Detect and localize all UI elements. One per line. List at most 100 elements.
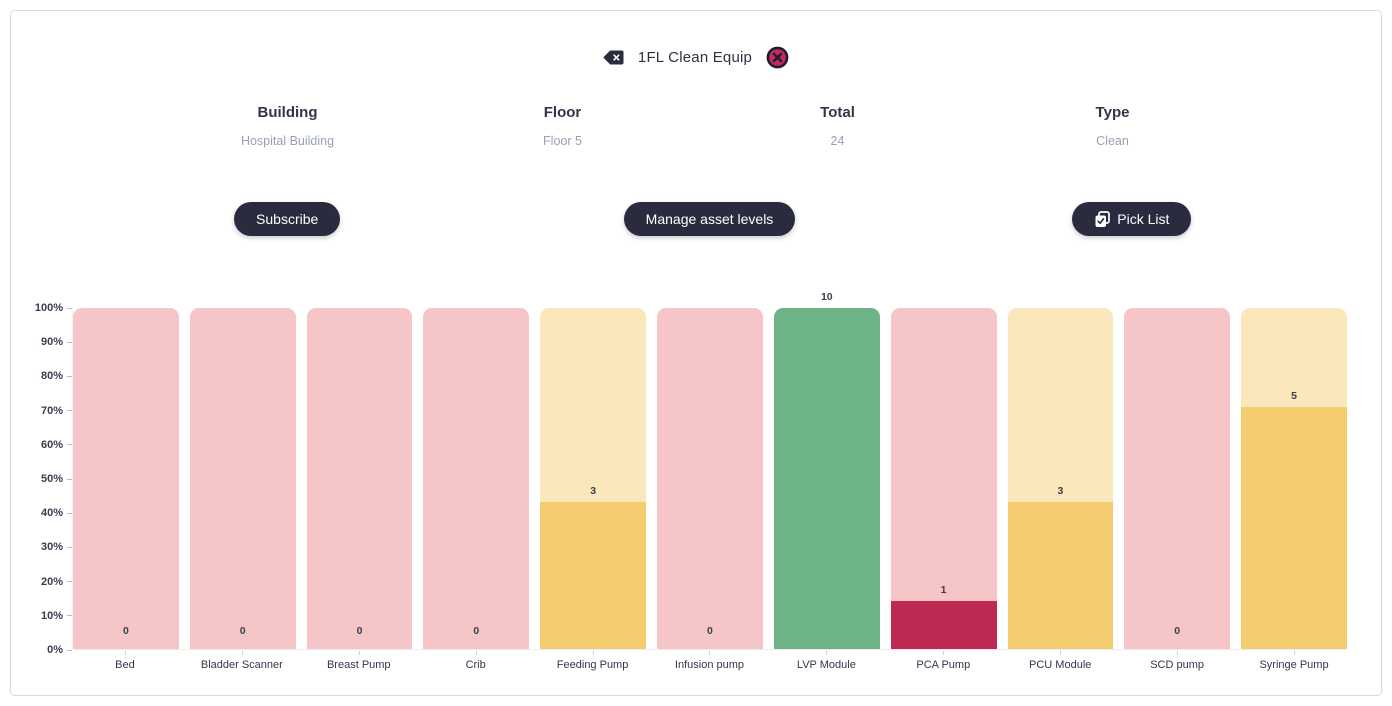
info-total-label: Total xyxy=(820,104,855,121)
subscribe-button[interactable]: Subscribe xyxy=(234,202,341,236)
bar-column[interactable]: 0 xyxy=(73,308,179,649)
bar-value-label: 10 xyxy=(820,291,833,303)
info-floor-value: Floor 5 xyxy=(543,134,582,148)
x-axis-tickmark xyxy=(124,651,126,655)
y-axis-tick-label: 20% xyxy=(40,575,63,588)
x-axis-tickmark xyxy=(1294,651,1296,655)
bar-value-label: 0 xyxy=(122,625,129,637)
y-axis-tickmark xyxy=(67,546,72,548)
info-floor: Floor Floor 5 xyxy=(425,104,700,148)
info-building-value: Hospital Building xyxy=(240,134,335,148)
bar-column[interactable]: 1 xyxy=(890,308,997,649)
y-axis-tick-label: 40% xyxy=(40,507,63,520)
bar-column[interactable]: 3 xyxy=(540,308,647,649)
y-axis-tickmark xyxy=(67,307,72,309)
bar-column[interactable]: 0 xyxy=(657,308,763,649)
y-axis-tickmark xyxy=(67,375,72,377)
y-axis-tickmark xyxy=(67,512,72,514)
x-axis-label-text: Infusion pump xyxy=(674,659,745,671)
x-axis-label-text: PCA Pump xyxy=(916,659,971,671)
y-axis-tickmark xyxy=(67,410,72,412)
pick-list-button[interactable]: Pick List xyxy=(1072,202,1192,236)
x-axis-tickmark xyxy=(241,651,243,655)
info-type-label: Type xyxy=(1095,104,1130,121)
clipboard-check-icon xyxy=(1094,210,1111,228)
y-axis-tick-label: 70% xyxy=(40,404,63,417)
x-axis-tickmark xyxy=(1060,651,1062,655)
x-axis-label-text: Crib xyxy=(465,659,486,671)
x-axis-label: Bladder Scanner xyxy=(189,651,295,671)
y-axis-tick: 80% xyxy=(41,370,72,382)
y-axis-tick-label: 60% xyxy=(40,438,63,451)
x-axis-tickmark xyxy=(358,651,360,655)
pick-list-label: Pick List xyxy=(1117,211,1170,227)
y-axis-tick-label: 10% xyxy=(40,609,63,622)
y-axis-tickmark xyxy=(67,581,72,583)
y-axis-tick-label: 100% xyxy=(34,302,63,314)
x-axis-tickmark xyxy=(826,651,828,655)
bar-column[interactable]: 0 xyxy=(189,308,296,649)
x-axis-label-text: Bed xyxy=(115,659,135,671)
y-axis-tick: 70% xyxy=(41,405,72,417)
bar-track xyxy=(306,308,413,649)
bar-value-label: 0 xyxy=(1174,625,1181,637)
y-axis-tick-label: 90% xyxy=(40,336,63,349)
bar-column[interactable]: 0 xyxy=(423,308,530,649)
bar-value-label: 0 xyxy=(473,625,480,637)
close-circle-icon[interactable] xyxy=(766,46,789,69)
bar-value-label: 1 xyxy=(940,584,947,597)
plot-area: 0 0 0 0 3 0 10 1 3 0 5 xyxy=(72,291,1347,650)
bar-track xyxy=(189,308,296,649)
y-axis-tick-label: 50% xyxy=(40,473,63,485)
y-axis-tick: 50% xyxy=(41,473,72,485)
bar-column[interactable]: 3 xyxy=(1007,308,1114,649)
y-axis-tick-label: 0% xyxy=(47,644,63,656)
x-axis-label-text: Syringe Pump xyxy=(1259,659,1329,671)
x-axis-label: Syringe Pump xyxy=(1241,651,1347,671)
y-axis-tickmark xyxy=(67,444,72,446)
bar-track xyxy=(73,308,179,649)
bar-fill xyxy=(540,502,647,649)
x-axis-label-text: SCD pump xyxy=(1150,659,1204,671)
x-axis-label: PCU Module xyxy=(1007,651,1113,671)
y-axis-tickmark xyxy=(67,649,72,651)
x-axis-label-text: Bladder Scanner xyxy=(200,659,283,671)
bar-value-label: 0 xyxy=(356,625,363,637)
page-title: 1FL Clean Equip xyxy=(637,49,753,66)
y-axis-tickmark xyxy=(67,478,72,480)
y-axis-tick-label: 80% xyxy=(40,370,63,383)
y-axis-tick: 10% xyxy=(41,610,72,622)
x-axis-label: Bed xyxy=(72,651,178,671)
bar-value-label: 3 xyxy=(1057,485,1064,498)
bar-value-label: 5 xyxy=(1291,389,1297,402)
info-building-label: Building xyxy=(257,104,318,121)
info-type-value: Clean xyxy=(1096,134,1129,148)
x-axis-label: PCA Pump xyxy=(890,651,996,671)
actions-row: Subscribe Manage asset levels Pick List xyxy=(76,202,1343,236)
bar-fill xyxy=(1241,406,1347,649)
x-axis-label: SCD pump xyxy=(1124,651,1230,671)
info-total: Total 24 xyxy=(700,104,975,148)
header: 1FL Clean Equip xyxy=(0,46,1392,69)
bar-column[interactable]: 5 xyxy=(1241,308,1347,649)
bar-value-label: 3 xyxy=(590,485,597,498)
y-axis: 0% 10% 20% 30% 40% 50% 60% 70% 80% 90% 100% xyxy=(12,302,72,656)
x-axis-tickmark xyxy=(1177,651,1179,655)
y-axis-tick: 60% xyxy=(41,439,72,451)
bar-column[interactable]: 0 xyxy=(1124,308,1231,649)
info-type: Type Clean xyxy=(975,104,1250,148)
x-axis-tickmark xyxy=(475,651,477,655)
bar-column[interactable]: 10 xyxy=(773,291,880,649)
manage-asset-levels-button[interactable]: Manage asset levels xyxy=(623,202,796,236)
x-axis-label: Crib xyxy=(423,651,529,671)
bar-value-label: 0 xyxy=(707,625,713,637)
back-backspace-icon[interactable] xyxy=(603,50,624,65)
y-axis-tickmark xyxy=(67,615,72,617)
y-axis-tick: 40% xyxy=(41,507,72,519)
y-axis-tick: 0% xyxy=(47,644,72,656)
manage-asset-levels-label: Manage asset levels xyxy=(645,211,774,227)
bar-fill xyxy=(890,601,997,649)
y-axis-tick-label: 30% xyxy=(40,541,63,554)
bar-column[interactable]: 0 xyxy=(306,308,413,649)
x-axis-label: Feeding Pump xyxy=(540,651,646,671)
